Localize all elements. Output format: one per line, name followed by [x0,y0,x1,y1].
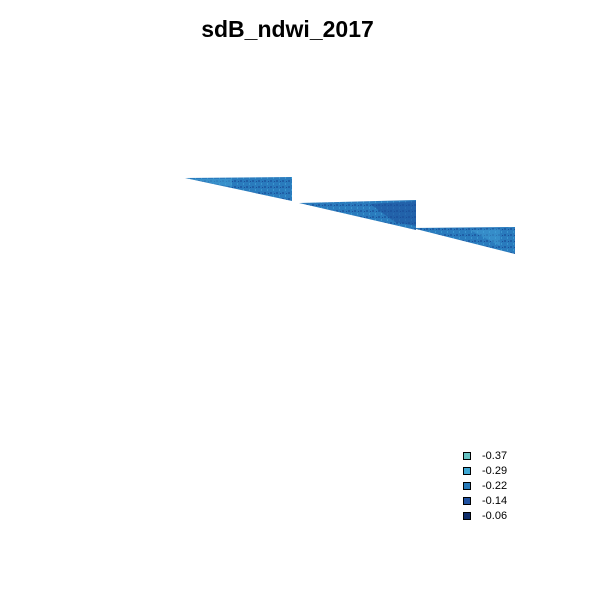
legend-label: -0.14 [482,494,508,507]
legend-swatch [463,466,471,475]
legend-item: -0.29 [463,463,573,478]
map-title: sdB_ndwi_2017 [201,16,374,42]
raster-tile-2-dark [370,201,416,226]
legend-swatch [463,451,471,460]
raster-tile-3 [412,227,515,254]
map-legend: -0.37 -0.29 -0.22 -0.14 -0.06 [463,448,573,523]
legend-label: -0.37 [482,449,508,462]
legend-item: -0.06 [463,508,573,523]
legend-swatch [463,496,471,505]
legend-label: -0.22 [482,479,508,492]
legend-item: -0.14 [463,493,573,508]
legend-label: -0.29 [482,464,508,477]
raster-tile-1-light [190,179,232,187]
legend-label: -0.06 [482,509,508,522]
legend-swatch [463,511,471,520]
legend-item: -0.22 [463,478,573,493]
legend-swatch [463,481,471,490]
legend-item: -0.37 [463,448,573,463]
raster-tile-3-light [470,229,500,246]
